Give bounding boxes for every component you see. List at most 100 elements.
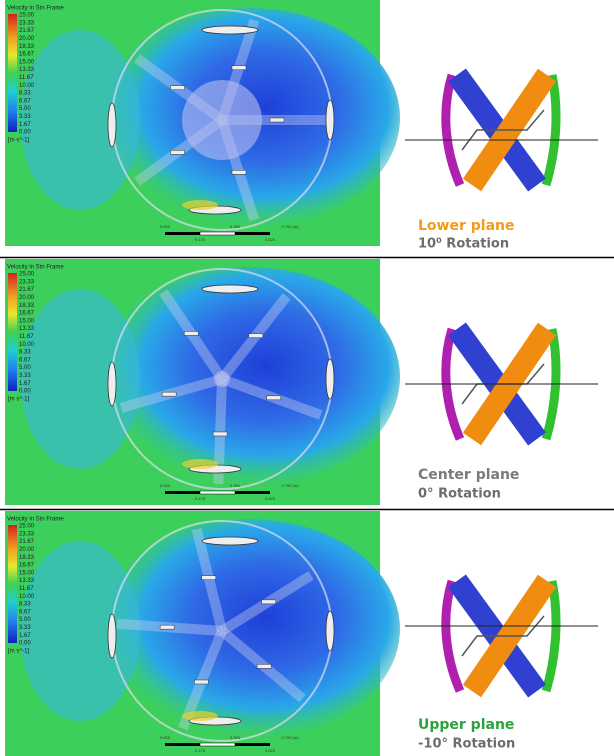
colorbar-label: 8.33 (19, 602, 31, 608)
colorbar-label: 3.33 (19, 373, 31, 379)
scale-bar (200, 232, 235, 235)
colorbar-label: 10.00 (19, 83, 35, 89)
colorbar-title: Velocity in Stn Frame (7, 265, 64, 271)
hot-spot (182, 711, 218, 721)
colorbar-label: 5.00 (19, 617, 31, 623)
colorbar-label: 10.00 (19, 594, 35, 600)
rotation-label: 0° Rotation (418, 487, 501, 502)
airfoil (108, 362, 116, 406)
colorbar-label: 6.67 (19, 98, 31, 104)
blade-tip (184, 331, 198, 335)
colorbar-unit: [m s^-1] (8, 138, 29, 144)
scale-label: 0.525 (265, 496, 276, 501)
colorbar (8, 14, 17, 132)
scale-bar (165, 491, 200, 494)
scale-bar (235, 232, 270, 235)
colorbar-label: 16.67 (19, 311, 35, 317)
inlet-region (20, 541, 140, 721)
turbine (405, 581, 598, 691)
figure: Velocity in Stn Frame25.0023.3321.6720.0… (0, 0, 614, 756)
colorbar-label: 18.33 (19, 303, 35, 309)
scale-bar (235, 491, 270, 494)
scale-label: 0.000 (160, 483, 171, 488)
colorbar-label: 21.67 (19, 28, 35, 34)
colorbar (8, 273, 17, 391)
colorbar-label: 20.00 (19, 36, 35, 42)
colorbar-label: 13.33 (19, 67, 35, 73)
colorbar-label: 21.67 (19, 539, 35, 545)
scale-label: 0.175 (195, 748, 206, 753)
blade-tip (171, 86, 185, 90)
colorbar-label: 13.33 (19, 326, 35, 332)
scale-label: 0.350 (230, 735, 241, 740)
colorbar-label: 0.00 (19, 130, 31, 136)
colorbar-label: 16.67 (19, 52, 35, 58)
blade-tip (257, 664, 271, 668)
airfoil (326, 611, 334, 651)
plane-label: Lower plane (418, 218, 514, 234)
blade-tip (262, 600, 276, 604)
colorbar-label: 23.33 (19, 279, 35, 285)
colorbar-label: 21.67 (19, 287, 35, 293)
inlet-region (20, 30, 140, 210)
colorbar-label: 3.33 (19, 625, 31, 631)
colorbar-label: 3.33 (19, 114, 31, 120)
scale-label: 0.175 (195, 496, 206, 501)
colorbar-label: 6.67 (19, 609, 31, 615)
colorbar-title: Velocity in Stn Frame (7, 517, 64, 523)
scale-label: 0.525 (265, 237, 276, 242)
blade-tip (202, 576, 216, 580)
airfoil (202, 537, 258, 545)
colorbar-label: 11.67 (19, 586, 34, 592)
colorbar-unit: [m s^-1] (8, 649, 29, 655)
blade-tip (267, 396, 281, 400)
scale-label: 0.525 (265, 748, 276, 753)
airfoil (202, 285, 258, 293)
plane-label: Center plane (418, 467, 519, 483)
hot-spot (182, 200, 218, 210)
scale-bar (235, 743, 270, 746)
scale-label: 0.700 (m) (281, 735, 299, 740)
colorbar-label: 1.67 (19, 381, 31, 387)
scale-label: 0.000 (160, 224, 171, 229)
panel: Velocity in Stn Frame25.0023.3321.6720.0… (5, 0, 598, 252)
colorbar-label: 20.00 (19, 295, 35, 301)
colorbar-label: 1.67 (19, 122, 31, 128)
blade-tip (270, 118, 284, 122)
colorbar-label: 0.00 (19, 389, 31, 395)
rotation-label: 10⁰ Rotation (418, 237, 509, 252)
colorbar-label: 23.33 (19, 20, 35, 26)
colorbar-label: 11.67 (19, 75, 34, 81)
blade-tip (162, 392, 176, 396)
blade-tip (232, 170, 246, 174)
turbine (405, 75, 598, 185)
blade-tip (249, 334, 263, 338)
scale-label: 0.000 (160, 735, 171, 740)
colorbar-label: 5.00 (19, 106, 31, 112)
turbine (405, 329, 598, 439)
plane-label: Upper plane (418, 717, 514, 733)
airfoil (202, 26, 258, 34)
colorbar-unit: [m s^-1] (8, 397, 29, 403)
blade-tip (194, 680, 208, 684)
airfoil (108, 614, 116, 658)
colorbar (8, 525, 17, 643)
hub (214, 371, 230, 387)
colorbar-label: 23.33 (19, 531, 35, 537)
scale-bar (165, 232, 200, 235)
colorbar-label: 1.67 (19, 633, 31, 639)
colorbar-label: 10.00 (19, 342, 35, 348)
scale-bar (165, 743, 200, 746)
colorbar-label: 25.00 (19, 272, 35, 278)
colorbar-label: 5.00 (19, 365, 31, 371)
blade-tip (171, 150, 185, 154)
colorbar-label: 15.00 (19, 570, 35, 576)
scale-label: 0.700 (m) (281, 483, 299, 488)
colorbar-label: 8.33 (19, 350, 31, 356)
blade-tip (213, 432, 227, 436)
scale-bar (200, 491, 235, 494)
scale-label: 0.175 (195, 237, 206, 242)
blade-tip (232, 66, 246, 70)
colorbar-label: 25.00 (19, 13, 35, 19)
